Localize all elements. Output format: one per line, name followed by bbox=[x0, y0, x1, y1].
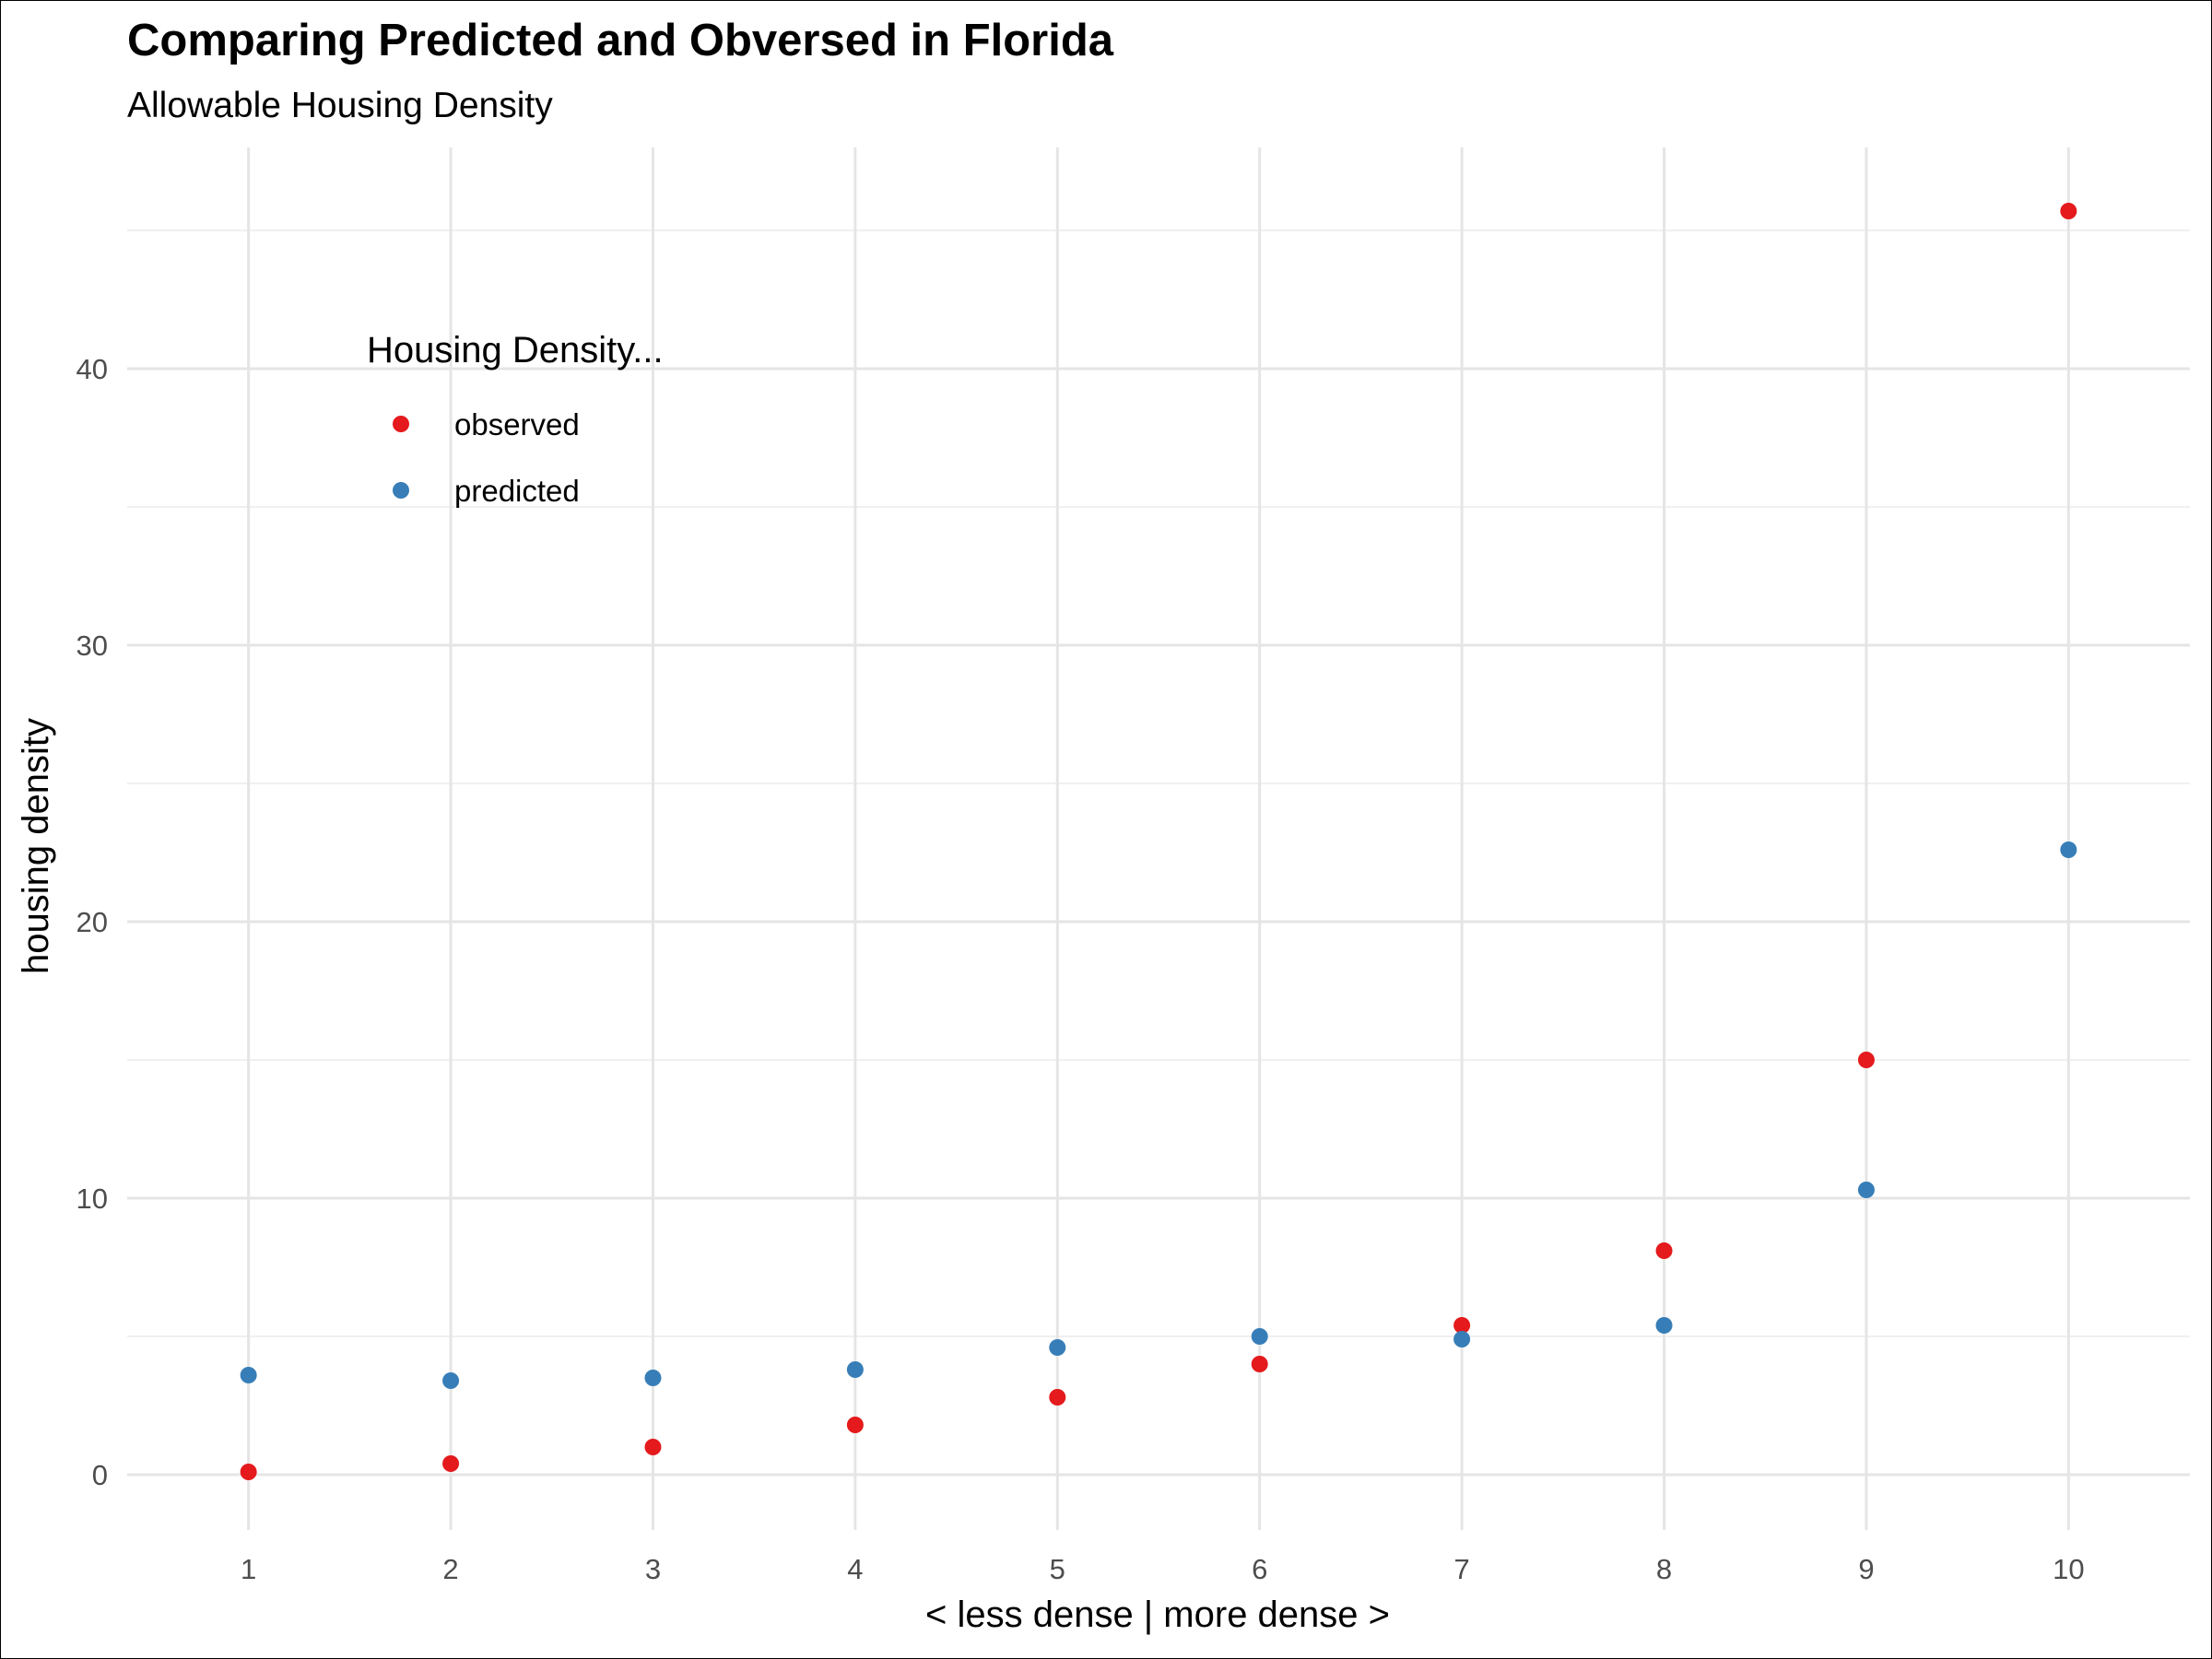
y-tick-label: 20 bbox=[76, 906, 108, 938]
major-gridlines-x bbox=[247, 147, 2070, 1530]
point-predicted bbox=[846, 1361, 864, 1378]
point-predicted bbox=[1251, 1328, 1268, 1345]
x-tick-label: 4 bbox=[847, 1553, 863, 1585]
chart-title: Comparing Predicted and Obversed in Flor… bbox=[127, 16, 1114, 65]
chart-subtitle: Allowable Housing Density bbox=[127, 86, 553, 125]
point-observed bbox=[846, 1417, 864, 1433]
y-tick-label: 0 bbox=[92, 1459, 108, 1491]
y-tick-labels: 0 10 20 30 40 bbox=[76, 353, 108, 1491]
legend-label-observed: observed bbox=[454, 407, 580, 441]
point-observed bbox=[2060, 203, 2077, 219]
y-tick-label: 10 bbox=[76, 1182, 108, 1215]
x-tick-label: 8 bbox=[1656, 1553, 1672, 1585]
legend-key-observed bbox=[393, 416, 409, 432]
point-observed bbox=[1049, 1389, 1066, 1406]
point-predicted bbox=[1049, 1339, 1066, 1356]
point-observed bbox=[1251, 1356, 1268, 1372]
legend: Housing Density... observed predicted bbox=[367, 330, 664, 508]
x-tick-labels: 1 2 3 4 5 6 7 8 9 10 bbox=[241, 1553, 2085, 1585]
x-tick-label: 10 bbox=[2053, 1553, 2084, 1585]
point-predicted bbox=[1453, 1331, 1471, 1347]
x-tick-label: 5 bbox=[1050, 1553, 1065, 1585]
point-predicted bbox=[1655, 1317, 1673, 1334]
major-gridlines-y bbox=[127, 367, 2190, 1477]
x-tick-label: 9 bbox=[1858, 1553, 1874, 1585]
x-tick-label: 3 bbox=[645, 1553, 661, 1585]
point-predicted bbox=[1857, 1182, 1875, 1198]
x-tick-label: 2 bbox=[442, 1553, 458, 1585]
x-tick-label: 1 bbox=[241, 1553, 256, 1585]
point-observed bbox=[442, 1455, 460, 1472]
x-tick-label: 6 bbox=[1252, 1553, 1267, 1585]
point-observed bbox=[240, 1464, 257, 1480]
x-axis-title: < less dense | more dense > bbox=[925, 1594, 1390, 1635]
point-observed bbox=[1655, 1242, 1673, 1259]
legend-label-predicted: predicted bbox=[454, 474, 580, 508]
legend-title: Housing Density... bbox=[367, 330, 664, 371]
y-tick-label: 30 bbox=[76, 629, 108, 662]
x-tick-label: 7 bbox=[1453, 1553, 1469, 1585]
minor-gridlines-y bbox=[127, 229, 2190, 1337]
data-points bbox=[240, 203, 2077, 1480]
legend-key-predicted bbox=[393, 482, 409, 499]
point-observed bbox=[1857, 1052, 1875, 1068]
point-predicted bbox=[442, 1372, 460, 1389]
point-observed bbox=[1453, 1317, 1471, 1334]
point-predicted bbox=[240, 1367, 257, 1383]
y-tick-label: 40 bbox=[76, 353, 108, 385]
point-observed bbox=[644, 1439, 662, 1455]
y-axis-title: housing density bbox=[16, 718, 56, 974]
point-predicted bbox=[644, 1370, 662, 1386]
point-predicted bbox=[2060, 841, 2077, 858]
